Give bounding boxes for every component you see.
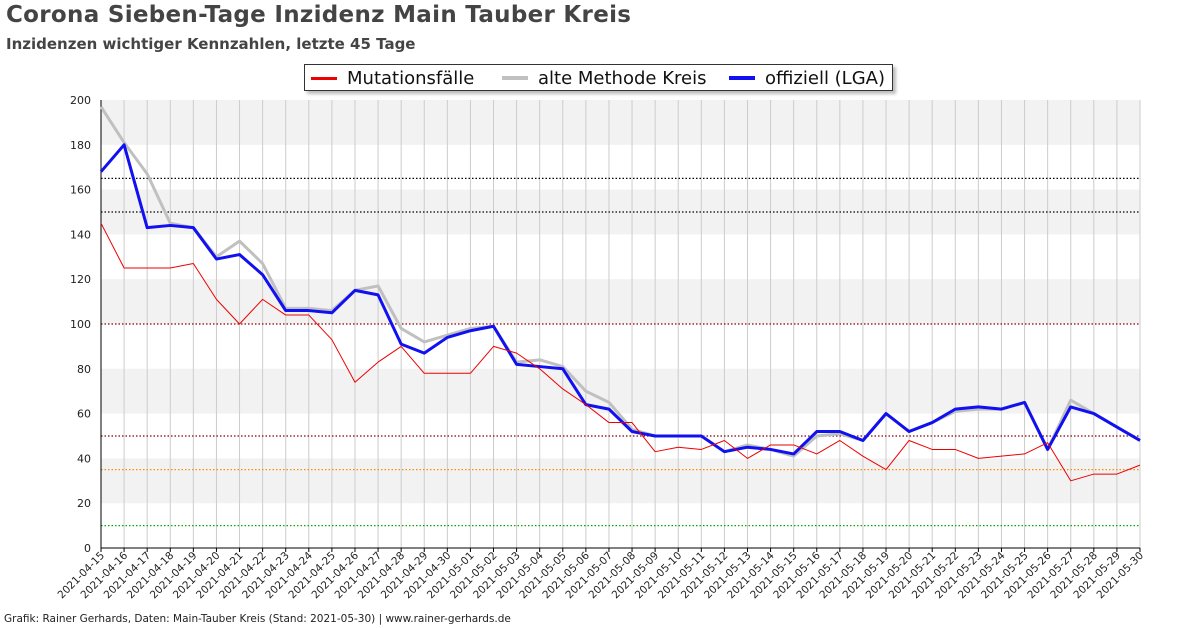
legend-label: alte Methode Kreis xyxy=(538,67,707,89)
legend-label: Mutationsfälle xyxy=(347,67,475,89)
legend-label: offiziell (LGA) xyxy=(765,67,885,89)
series-line-alte-methode-kreis xyxy=(99,105,1141,458)
legend-item-offiziell: offiziell (LGA) xyxy=(729,67,885,89)
legend-swatch-gray xyxy=(502,76,528,80)
y-tick-label: 80 xyxy=(77,363,91,376)
legend-swatch-blue xyxy=(729,76,755,80)
y-tick-label: 160 xyxy=(70,184,91,197)
y-tick-label: 60 xyxy=(77,408,91,421)
plot-band xyxy=(101,368,1140,414)
y-tick-label: 180 xyxy=(70,139,91,152)
legend: Mutationsfälle alte Methode Kreis offizi… xyxy=(304,64,893,91)
y-tick-label: 200 xyxy=(70,94,91,107)
plot-band xyxy=(101,100,1140,145)
footer-credit: Grafik: Rainer Gerhards, Daten: Main-Tau… xyxy=(4,613,511,625)
legend-swatch-red xyxy=(311,76,337,80)
y-tick-label: 40 xyxy=(77,452,91,465)
y-tick-label: 0 xyxy=(84,542,91,555)
series-line-mutationsf-lle xyxy=(100,222,1141,482)
plot-band xyxy=(101,279,1140,324)
y-tick-label: 140 xyxy=(70,228,91,241)
y-tick-label: 20 xyxy=(77,497,91,510)
legend-item-alte-methode: alte Methode Kreis xyxy=(502,67,706,89)
plot-band xyxy=(101,458,1140,504)
series-line-offiziell-lga- xyxy=(99,143,1141,456)
y-tick-label: 120 xyxy=(70,273,91,286)
legend-item-mutationsfaelle: Mutationsfälle xyxy=(311,67,474,89)
chart-title: Corona Sieben-Tage Inzidenz Main Tauber … xyxy=(6,2,632,28)
y-tick-label: 100 xyxy=(70,318,91,331)
chart-subtitle: Inzidenzen wichtiger Kennzahlen, letzte … xyxy=(6,35,416,53)
